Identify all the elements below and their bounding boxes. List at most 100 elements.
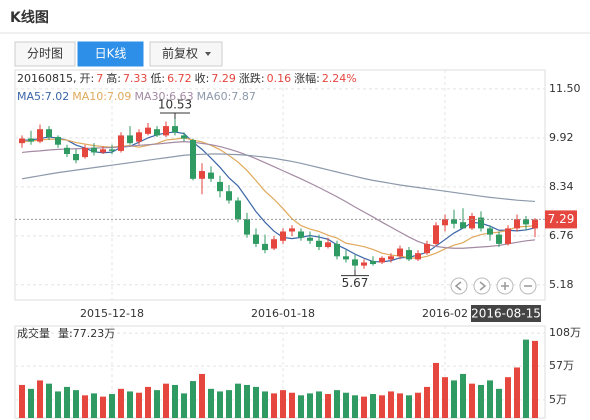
volume-bar — [424, 386, 430, 418]
tab[interactable] — [14, 41, 76, 67]
volume-bar — [361, 396, 367, 418]
info-label: 收: — [195, 71, 210, 85]
volume-bar — [478, 384, 484, 418]
volume-bar — [100, 396, 106, 418]
candle-body — [46, 129, 52, 137]
y-tick-label: 108万 — [549, 326, 581, 339]
y-tick-label: 8.34 — [549, 180, 574, 193]
volume-bar — [118, 388, 124, 418]
candle-body — [424, 243, 430, 254]
volume-bar — [55, 391, 61, 418]
volume-bar — [64, 386, 70, 418]
volume-bar — [19, 384, 25, 418]
candle-body — [235, 200, 241, 220]
volume-value: 量:77.23万 — [58, 327, 115, 340]
volume-bar — [460, 373, 466, 418]
candle-body — [514, 219, 520, 229]
candle-body — [181, 135, 187, 139]
widget-title: K线图 — [10, 9, 49, 26]
legend-entry: MA60:7.87 — [197, 90, 256, 103]
candle-body — [505, 228, 511, 244]
candle-body — [361, 262, 367, 266]
candle-body — [298, 231, 304, 238]
ma-legend: MA5:7.02 MA10:7.09 MA30:6.63 MA60:7.87 — [17, 90, 256, 103]
volume-bar — [253, 386, 259, 418]
y-tick-label: 57万 — [549, 359, 574, 372]
candle-body — [172, 126, 178, 133]
tab[interactable] — [149, 41, 223, 67]
candle-body — [64, 147, 70, 155]
low-label: 5.67 — [342, 276, 369, 290]
info-label: 涨幅: — [294, 72, 320, 85]
y-tick-label: 11.50 — [549, 82, 581, 95]
candle-body — [370, 260, 376, 265]
candle-body — [397, 248, 403, 257]
zoom-controls — [450, 277, 537, 295]
candle-body — [307, 237, 313, 241]
candle-body — [523, 219, 529, 225]
volume-bar — [172, 384, 178, 418]
candle-body — [442, 219, 448, 226]
candle-body — [244, 219, 250, 235]
candle-body — [343, 256, 349, 260]
volume-bar — [316, 391, 322, 418]
candle-body — [280, 231, 286, 241]
volume-bar — [235, 383, 241, 418]
candle-body — [271, 239, 277, 249]
info-value: 0.16 — [267, 72, 292, 85]
tab[interactable] — [77, 41, 144, 67]
volume-bar — [451, 380, 457, 418]
candle-body — [190, 140, 196, 179]
y-tick-label: 5万 — [549, 393, 567, 406]
candle-body — [253, 234, 259, 244]
volume-bar — [262, 391, 268, 418]
candle-body — [55, 136, 61, 145]
candle-body — [496, 234, 502, 244]
y-tick-label: 9.92 — [549, 131, 574, 144]
candle-body — [73, 154, 79, 161]
info-date: 20160815, — [17, 72, 77, 85]
volume-bar — [208, 388, 214, 418]
volume-bar — [469, 383, 475, 418]
cursor-date-box — [471, 305, 541, 322]
icon — [501, 282, 509, 290]
candle-body — [487, 228, 493, 235]
candle-body — [100, 149, 106, 153]
candle-body — [406, 250, 412, 260]
info-label: 开: — [80, 72, 95, 85]
volume-bar — [127, 391, 133, 418]
candle-body — [28, 138, 34, 142]
info-line: 20160815, 开: 7 高: 7.33 低: 6.72 收: 7.29 涨跌: 0.16 涨幅:… — [17, 71, 357, 85]
volume-bar — [280, 390, 286, 418]
candle-body — [388, 256, 394, 260]
volume-bar — [343, 392, 349, 418]
y-tick-label: 6.76 — [549, 229, 574, 242]
volume-bar — [514, 367, 520, 418]
info-value: 7 — [96, 72, 103, 85]
candle-body — [352, 259, 358, 266]
candle-body — [37, 129, 43, 142]
candle-body — [163, 126, 169, 136]
x-tick-label: 2015-12-18 — [80, 307, 144, 320]
volume-bar — [163, 383, 169, 418]
candle-body — [469, 215, 475, 229]
candle-body — [19, 138, 25, 144]
volume-bar — [37, 380, 43, 418]
candle-body — [451, 219, 457, 224]
zoom-left[interactable] — [450, 277, 468, 295]
volume-bar — [271, 393, 277, 418]
volume-bar — [181, 393, 187, 418]
candle-body — [82, 147, 88, 158]
candle-body — [316, 240, 322, 247]
candle-body — [91, 147, 97, 153]
volume-bar — [334, 390, 340, 418]
candle-body — [109, 149, 115, 151]
volume-bar — [523, 339, 529, 418]
candle-body — [379, 257, 385, 263]
cursor-date: 2016-08-15 — [471, 307, 541, 321]
zoom-right[interactable] — [473, 277, 491, 295]
last-price-label: 7.29 — [548, 212, 575, 226]
info-value: 7.29 — [211, 72, 236, 85]
dropdown-arrow — [205, 52, 211, 56]
